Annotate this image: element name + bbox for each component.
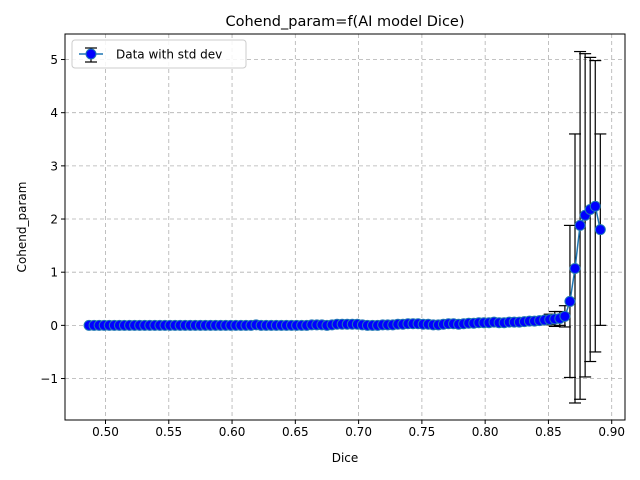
x-tick-label: 0.65 bbox=[282, 425, 309, 439]
y-tick-label: 4 bbox=[50, 106, 58, 120]
x-axis-ticks: 0.50 0.55 0.60 0.65 0.70 0.75 0.80 0.85 0.90 bbox=[92, 420, 625, 439]
chart-title: Cohend_param=f(AI model Dice) bbox=[225, 14, 464, 30]
x-tick-label: 0.90 bbox=[598, 425, 625, 439]
y-tick-label: 2 bbox=[50, 213, 58, 227]
data-point bbox=[589, 200, 601, 212]
x-tick-label: 0.80 bbox=[472, 425, 499, 439]
y-tick-label: 0 bbox=[50, 319, 58, 333]
y-axis-label: Cohend_param bbox=[15, 182, 29, 273]
legend: Data with std dev bbox=[71, 39, 247, 69]
data-point bbox=[569, 262, 581, 274]
x-axis-label: Dice bbox=[332, 451, 359, 465]
x-tick-label: 0.85 bbox=[535, 425, 562, 439]
y-tick-label: 1 bbox=[50, 266, 58, 280]
data-point bbox=[559, 310, 571, 322]
x-tick-label: 0.60 bbox=[219, 425, 246, 439]
data-markers bbox=[83, 200, 606, 331]
plot-frame bbox=[64, 33, 626, 421]
data-point bbox=[594, 224, 606, 236]
y-tick-label: 5 bbox=[50, 53, 58, 67]
y-tick-label: −1 bbox=[40, 372, 58, 386]
data-point bbox=[574, 219, 586, 231]
legend-marker-icon bbox=[85, 48, 97, 60]
y-axis-ticks: −1 0 1 2 3 4 5 bbox=[40, 53, 65, 386]
x-tick-label: 0.50 bbox=[92, 425, 119, 439]
legend-box bbox=[71, 39, 247, 69]
x-tick-label: 0.75 bbox=[409, 425, 436, 439]
x-tick-label: 0.55 bbox=[155, 425, 182, 439]
legend-label: Data with std dev bbox=[116, 48, 222, 62]
x-tick-label: 0.70 bbox=[345, 425, 372, 439]
data-point bbox=[564, 295, 576, 307]
y-tick-label: 3 bbox=[50, 159, 58, 173]
